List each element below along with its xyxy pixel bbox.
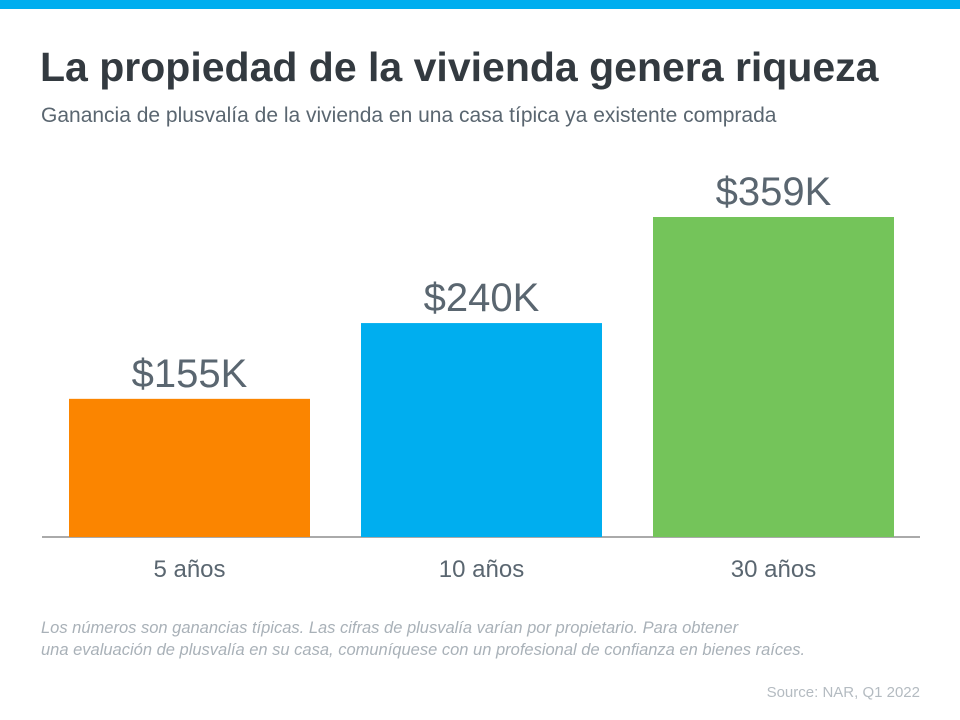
top-accent-bar (0, 0, 960, 9)
footnote-line-1: Los números son ganancias típicas. Las c… (41, 619, 739, 637)
bar-3 (653, 217, 894, 537)
data-label: $240K (424, 276, 540, 320)
data-label: $155K (132, 352, 248, 396)
data-label: $359K (716, 170, 832, 214)
category-label: 30 años (731, 556, 816, 583)
bar-1 (69, 398, 310, 537)
bar-2 (361, 323, 602, 537)
category-label: 5 años (153, 556, 225, 583)
chart-title: La propiedad de la vivienda genera rique… (40, 44, 879, 90)
source-note: Source: NAR, Q1 2022 (766, 684, 920, 701)
footnote: Los números son ganancias típicas. Las c… (41, 617, 805, 661)
chart-subtitle: Ganancia de plusvalía de la vivienda en … (41, 104, 777, 127)
footnote-line-2: una evaluación de plusvalía en su casa, … (41, 641, 806, 659)
category-label: 10 años (439, 556, 524, 583)
